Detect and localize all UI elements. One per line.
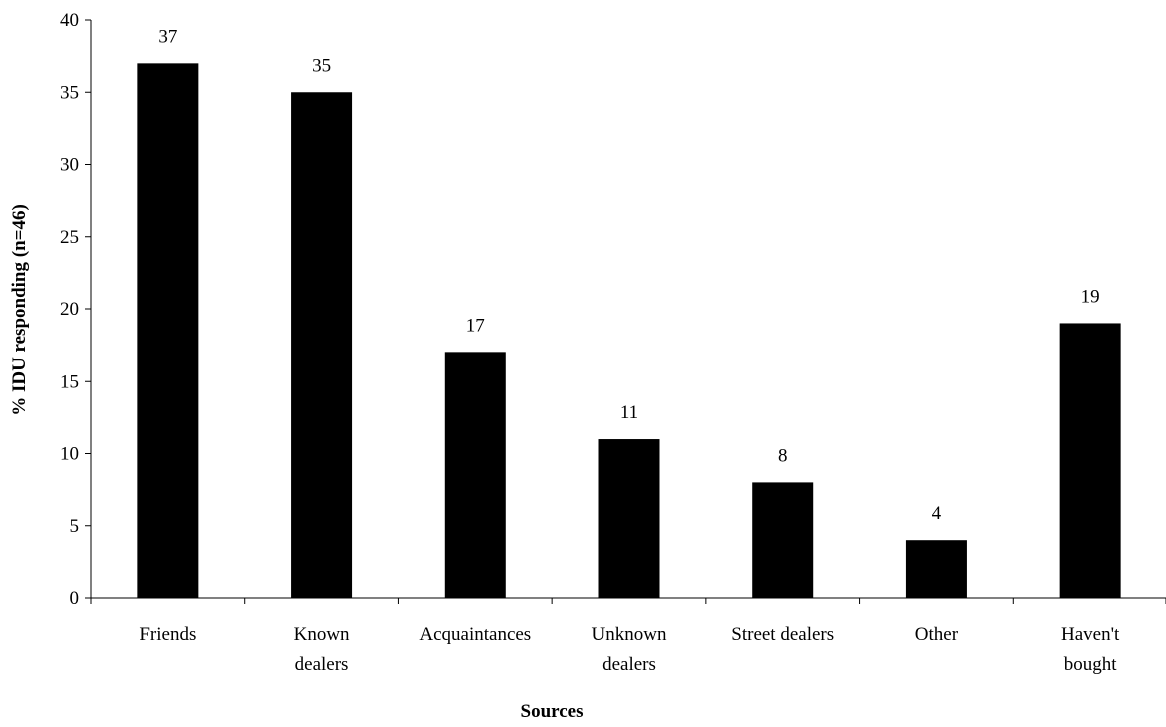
y-axis: 0 5 10 15 20 25 30 35 40 [60,10,92,609]
bar [752,482,814,598]
category-label: Street dealers [731,624,834,645]
y-tick-label: 40 [60,10,79,31]
y-axis-title: % IDU responding (n=46) [9,204,30,416]
data-label: 37 [158,26,177,47]
y-tick-label: 5 [70,516,80,537]
data-label: 11 [620,402,638,423]
data-label: 35 [312,55,331,76]
y-tick-label: 0 [70,588,80,609]
y-tick-label: 35 [60,82,79,103]
bars [137,63,1121,599]
bar [905,540,967,598]
x-axis-title: Sources [521,701,584,722]
x-axis [90,597,1166,604]
bar [1059,323,1121,598]
category-label: Friends [139,624,196,645]
bar [444,352,506,598]
category-label: Acquaintances [419,624,531,645]
data-label: 17 [466,315,485,336]
data-label: 19 [1081,286,1100,307]
y-tick-label: 15 [60,371,79,392]
y-tick-label: 30 [60,155,79,176]
category-label: Known [294,624,350,645]
category-label: Unknown [592,624,667,645]
y-tick-label: 25 [60,227,79,248]
bar [137,63,199,599]
category-label: Other [915,624,959,645]
y-tick-label: 20 [60,299,79,320]
category-label: Haven't [1061,624,1120,645]
category-labels: Friends Known dealers Acquaintances Unknown d… [139,624,1120,675]
bar [291,92,353,598]
data-label: 8 [778,445,788,466]
bar [598,439,660,598]
category-label: dealers [602,654,656,675]
data-labels: 37 35 17 11 8 4 19 [158,26,1099,524]
y-tick-label: 10 [60,444,79,465]
data-label: 4 [932,503,942,524]
category-label: dealers [295,654,349,675]
category-label: bought [1064,654,1118,675]
